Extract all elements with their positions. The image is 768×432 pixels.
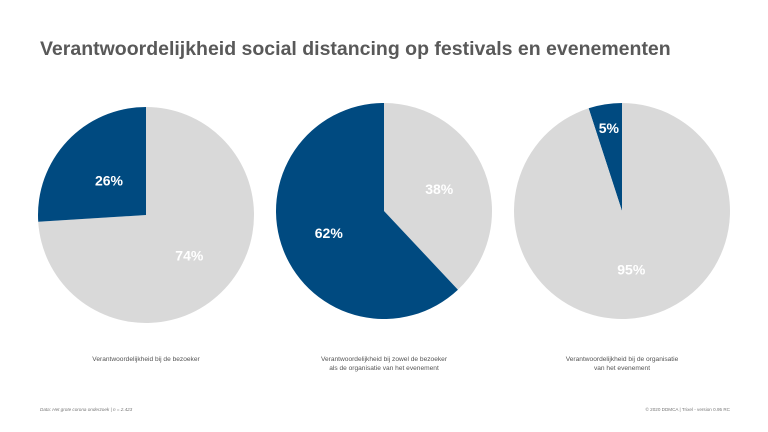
pie-slice [384,103,493,290]
pie-slice [37,107,146,222]
caption-line: als de organisatie van het evenement [329,365,439,372]
pie-slice-label: 26% [95,172,124,188]
pie-slice-label: 74% [175,248,204,264]
caption-bezoeker: Verantwoordelijkheid bij de bezoeker [26,355,266,364]
caption-beide: Verantwoordelijkheid bij zowel de bezoek… [264,355,504,373]
pie-slice-label: 5% [599,120,620,136]
caption-line: Verantwoordelijkheid bij de organisatie [565,356,679,363]
pie-slice [275,103,458,320]
pie-slice [38,107,255,324]
caption-organisatie: Verantwoordelijkheid bij de organisatie … [502,355,742,373]
footer-copyright: © 2020 DDMCA | Trixel - version 0.95 RC [645,407,731,412]
caption-line: Verantwoordelijkheid bij de bezoeker [92,356,200,363]
pie-slice-label: 95% [617,262,646,278]
footer-source: Data: Het grote corona onderzoek | n = 2… [40,407,133,412]
pie-chart-beide: 38% 62% [275,103,493,320]
chart-title: Verantwoordelijkheid social distancing o… [40,38,671,60]
pie-chart-organisatie: 5% 95% [513,103,730,319]
caption-line: van het evenement [593,365,651,372]
caption-line: Verantwoordelijkheid bij zowel de bezoek… [320,356,448,363]
pie-chart-bezoeker: 74% 26% [37,107,255,324]
pie-slice [588,103,622,211]
pie-slice-label: 38% [425,181,454,197]
pie-slice-label: 62% [315,225,344,241]
pie-slice [513,103,730,319]
